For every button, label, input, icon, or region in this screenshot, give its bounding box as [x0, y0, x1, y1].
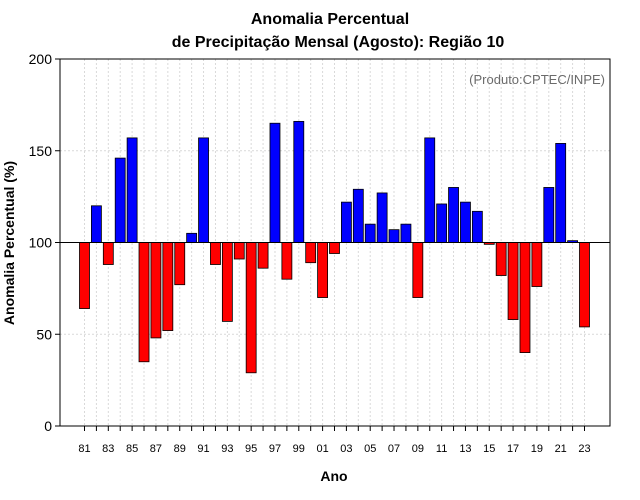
- bar-2006: [376, 192, 388, 243]
- bar-2017: [507, 242, 519, 320]
- bar-1992: [210, 242, 221, 265]
- chart-title-line2: de Precipitação Mensal (Agosto): Região …: [172, 34, 505, 51]
- y-tick-label: 150: [29, 143, 53, 159]
- bar-2008: [400, 223, 412, 243]
- bar-2018: [519, 242, 531, 353]
- x-tick-label: 01: [316, 443, 328, 455]
- bar-2012: [448, 187, 459, 243]
- y-tick-label: 200: [29, 51, 53, 67]
- grid-layer: [60, 59, 610, 426]
- bar-2021: [555, 143, 567, 243]
- x-tick-label: 15: [483, 443, 495, 455]
- bar-1990: [186, 232, 198, 243]
- x-tick-label: 97: [269, 443, 281, 455]
- x-tick-label: 03: [340, 443, 352, 455]
- bar-1981: [79, 242, 90, 309]
- x-tick-label: 19: [531, 443, 543, 455]
- y-axis-title: Anomalia Percentual (%): [1, 161, 17, 325]
- bar-1999: [293, 120, 305, 243]
- y-tick-label: 100: [29, 235, 53, 251]
- x-tick-label: 21: [555, 443, 567, 455]
- bar-1995: [245, 242, 257, 374]
- bar-layer: [79, 120, 590, 374]
- x-tick-label: 91: [197, 443, 209, 455]
- bar-1988: [162, 242, 174, 331]
- bar-1986: [138, 242, 150, 363]
- x-tick-label: 99: [293, 443, 305, 455]
- bar-2010: [424, 137, 436, 243]
- bar-2003: [340, 201, 352, 243]
- bar-2016: [495, 242, 507, 276]
- x-tick-label: 93: [221, 443, 233, 455]
- x-tick-label: 07: [388, 443, 400, 455]
- bar-1987: [150, 242, 162, 339]
- x-tick-label: 87: [150, 443, 162, 455]
- x-tick-label: 13: [459, 443, 471, 455]
- bar-2019: [531, 242, 543, 287]
- bar-2023: [579, 242, 590, 328]
- x-tick-label: 95: [245, 443, 257, 455]
- bar-2011: [436, 203, 448, 243]
- x-tick-label: 09: [412, 443, 424, 455]
- bar-1993: [221, 242, 233, 322]
- x-tick-label: 11: [436, 443, 447, 455]
- bar-1985: [126, 137, 138, 243]
- bar-1994: [233, 242, 245, 260]
- y-tick-label: 0: [44, 418, 52, 434]
- x-axis-title: Ano: [320, 468, 347, 484]
- bar-1982: [91, 205, 102, 243]
- bar-2014: [471, 210, 483, 243]
- x-tick-label: 23: [578, 443, 590, 455]
- bar-2013: [460, 201, 471, 243]
- bar-1991: [198, 137, 209, 243]
- bar-2002: [329, 242, 340, 254]
- bar-2005: [364, 223, 376, 243]
- bar-2009: [412, 242, 424, 298]
- bar-2007: [388, 229, 400, 243]
- bar-1984: [114, 157, 126, 243]
- bar-1997: [269, 122, 281, 243]
- y-tick-label: 50: [36, 326, 52, 342]
- x-tick-label: 81: [78, 443, 90, 455]
- x-tick-label: 05: [364, 443, 376, 455]
- bar-1996: [257, 242, 269, 269]
- bar-2004: [352, 188, 364, 243]
- x-tick-label: 89: [174, 443, 186, 455]
- bar-1989: [174, 242, 186, 286]
- bar-1998: [281, 242, 293, 280]
- bar-2000: [305, 242, 317, 264]
- x-tick-label: 17: [507, 443, 519, 455]
- x-tick-label: 83: [102, 443, 114, 455]
- bar-1983: [102, 242, 114, 265]
- bar-2020: [543, 187, 555, 243]
- x-tick-label: 85: [126, 443, 138, 455]
- credit-text: (Produto:CPTEC/INPE): [469, 72, 605, 87]
- y-axis-ticks: 0 50 100 150 200: [29, 51, 60, 434]
- x-axis-ticks: 81 83 85 87 89 91 93 95 97 99 01 03 05 07 09 11 13 15 17 19…: [78, 426, 591, 455]
- chart-title-line1: Anomalia Percentual: [251, 11, 409, 28]
- bar-2001: [317, 242, 329, 298]
